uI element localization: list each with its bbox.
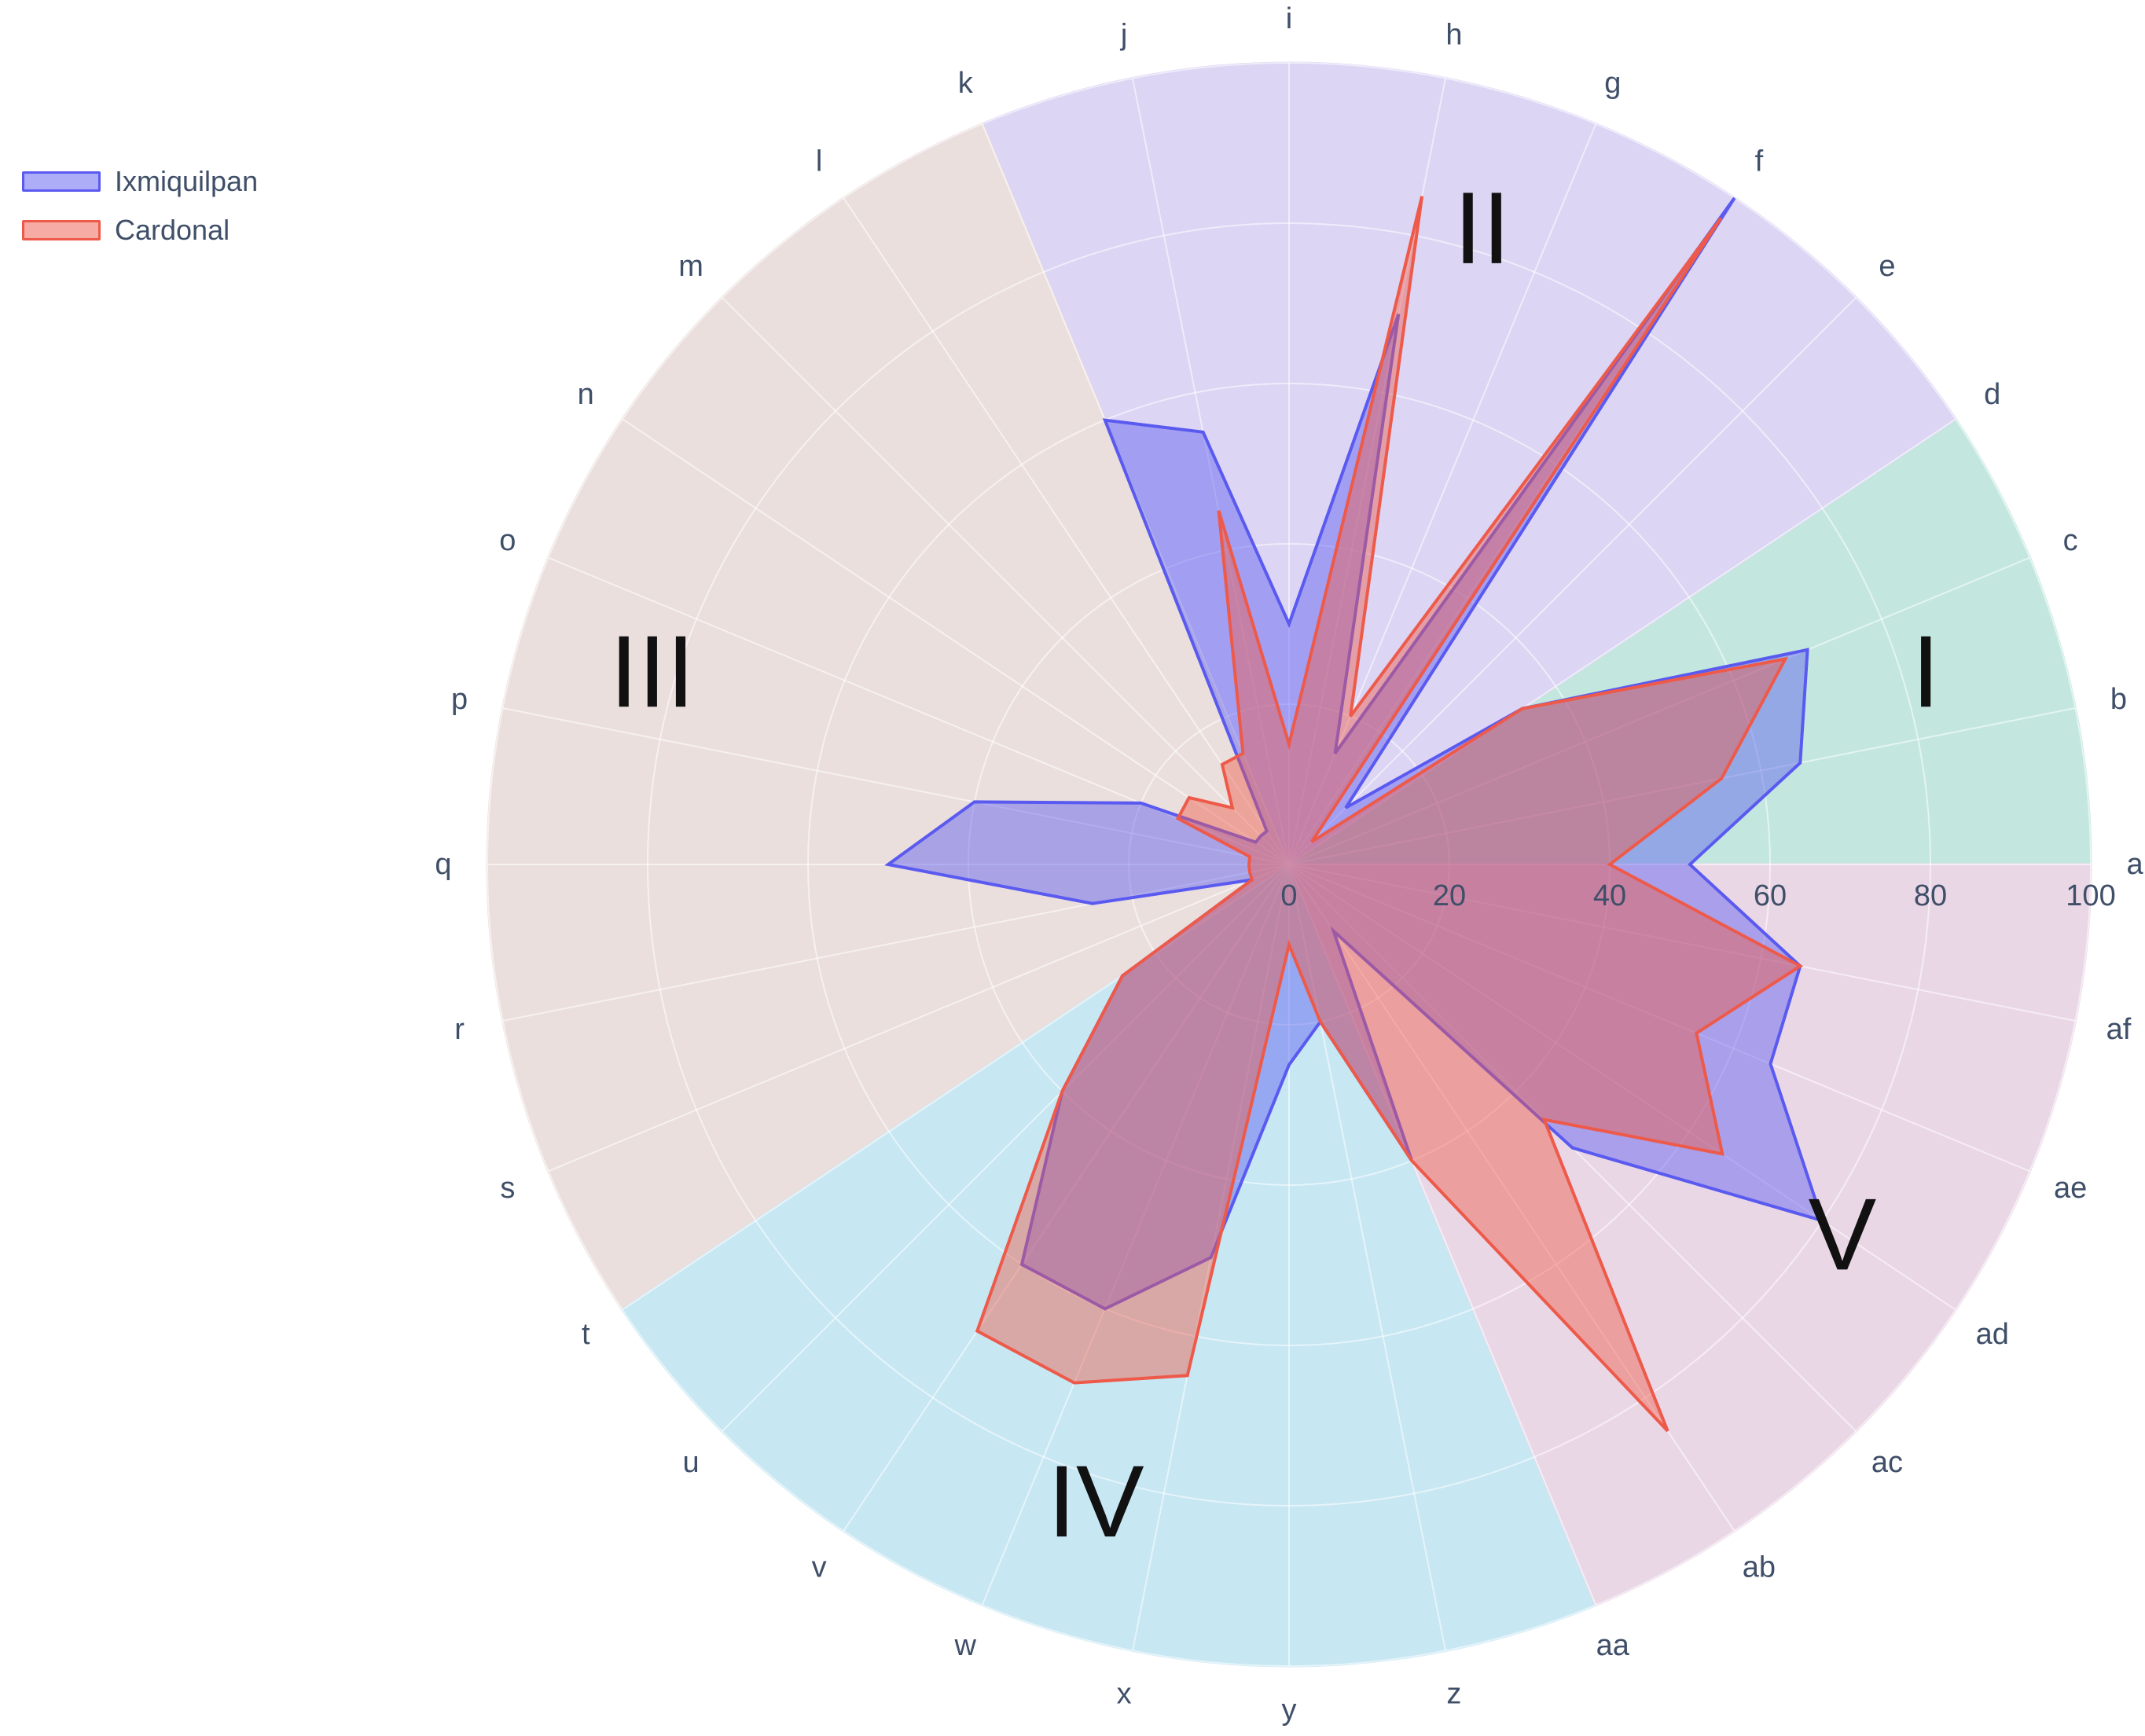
polar-grid <box>487 62 2092 1667</box>
grid-spoke <box>1288 864 2076 1022</box>
grid-spoke <box>502 864 1290 1022</box>
grid-spoke <box>722 297 1290 865</box>
angular-label-ae: ae <box>2054 1172 2087 1205</box>
series-cardonal[interactable] <box>975 196 1804 1433</box>
legend-item-ixmiquilpan[interactable]: Ixmiquilpan <box>22 157 258 206</box>
legend-swatch-ixmiquilpan <box>22 171 101 192</box>
sector-label-i: I <box>1912 614 1940 729</box>
radial-tick-20: 20 <box>1433 879 1466 912</box>
angular-label-a: a <box>2127 848 2144 881</box>
sector-label-iv: IV <box>1048 1444 1144 1558</box>
grid-spoke <box>548 864 1290 1173</box>
legend-label-ixmiquilpan: Ixmiquilpan <box>115 165 259 197</box>
angular-label-f: f <box>1755 145 1764 178</box>
angular-label-j: j <box>1120 19 1127 52</box>
angular-label-ab: ab <box>1743 1551 1776 1584</box>
series-ixmiquilpan[interactable] <box>884 196 1825 1311</box>
angular-label-t: t <box>582 1318 590 1351</box>
angular-label-e: e <box>1879 250 1895 283</box>
angular-label-l: l <box>816 145 822 178</box>
legend-swatch-cardonal <box>22 220 101 240</box>
radial-tick-labels: 0 20 40 60 80 100 <box>1280 879 2115 912</box>
grid-spoke <box>1132 78 1290 865</box>
legend-label-cardonal: Cardonal <box>115 214 230 246</box>
radial-tick-100: 100 <box>2066 879 2115 912</box>
angular-label-aa: aa <box>1596 1629 1630 1662</box>
grid-spoke <box>1288 418 1956 865</box>
grid-spoke <box>1288 864 1597 1606</box>
grid-spoke <box>1288 864 1446 1651</box>
grid-spoke <box>502 707 1290 865</box>
angular-label-x: x <box>1117 1677 1132 1710</box>
angular-label-k: k <box>958 67 974 100</box>
radial-tick-80: 80 <box>1914 879 1947 912</box>
grid-spoke <box>843 864 1290 1532</box>
sector-label-v: V <box>1809 1176 1877 1291</box>
angular-label-r: r <box>454 1013 465 1046</box>
radial-tick-40: 40 <box>1593 879 1626 912</box>
angular-label-q: q <box>435 848 451 881</box>
radial-tick-60: 60 <box>1754 879 1787 912</box>
grid-spoke <box>1288 864 2030 1173</box>
sector-label-iii: III <box>610 614 695 729</box>
angular-label-g: g <box>1604 67 1621 100</box>
angular-label-ad: ad <box>1976 1318 2009 1351</box>
angular-label-y: y <box>1282 1694 1297 1727</box>
legend: Ixmiquilpan Cardonal <box>22 157 258 255</box>
grid-spoke <box>1288 707 2076 865</box>
grid-spoke <box>1288 123 1597 865</box>
legend-item-cardonal[interactable]: Cardonal <box>22 206 258 255</box>
grid-spoke <box>843 197 1290 865</box>
angular-label-af: af <box>2106 1013 2132 1046</box>
angular-label-z: z <box>1446 1677 1461 1710</box>
angular-label-b: b <box>2110 683 2127 716</box>
angular-label-i: i <box>1286 2 1292 35</box>
radial-tick-0: 0 <box>1280 879 1297 912</box>
grid-spoke <box>1288 297 1857 865</box>
angular-label-s: s <box>500 1172 515 1205</box>
angular-label-n: n <box>578 378 594 411</box>
grid-spoke <box>1288 556 2030 865</box>
angular-label-h: h <box>1445 19 1462 52</box>
angular-label-m: m <box>678 250 703 283</box>
series-layer <box>884 196 1825 1433</box>
grid-spoke <box>1288 864 1735 1532</box>
angular-label-w: w <box>953 1629 976 1662</box>
angular-label-p: p <box>451 683 468 716</box>
angular-label-ac: ac <box>1871 1446 1903 1479</box>
angular-label-v: v <box>812 1551 827 1584</box>
angular-label-o: o <box>499 524 516 557</box>
grid-spoke <box>1288 864 1956 1311</box>
grid-spoke <box>622 418 1290 865</box>
grid-spoke <box>622 864 1290 1311</box>
angular-label-u: u <box>683 1446 700 1479</box>
grid-spoke <box>981 864 1290 1606</box>
sector-backgrounds <box>486 61 2092 1668</box>
sector-label-ii: II <box>1454 171 1511 285</box>
grid-spoke <box>548 556 1290 865</box>
angular-label-d: d <box>1984 378 2000 411</box>
grid-spoke <box>722 864 1290 1432</box>
angular-label-c: c <box>2063 524 2078 557</box>
